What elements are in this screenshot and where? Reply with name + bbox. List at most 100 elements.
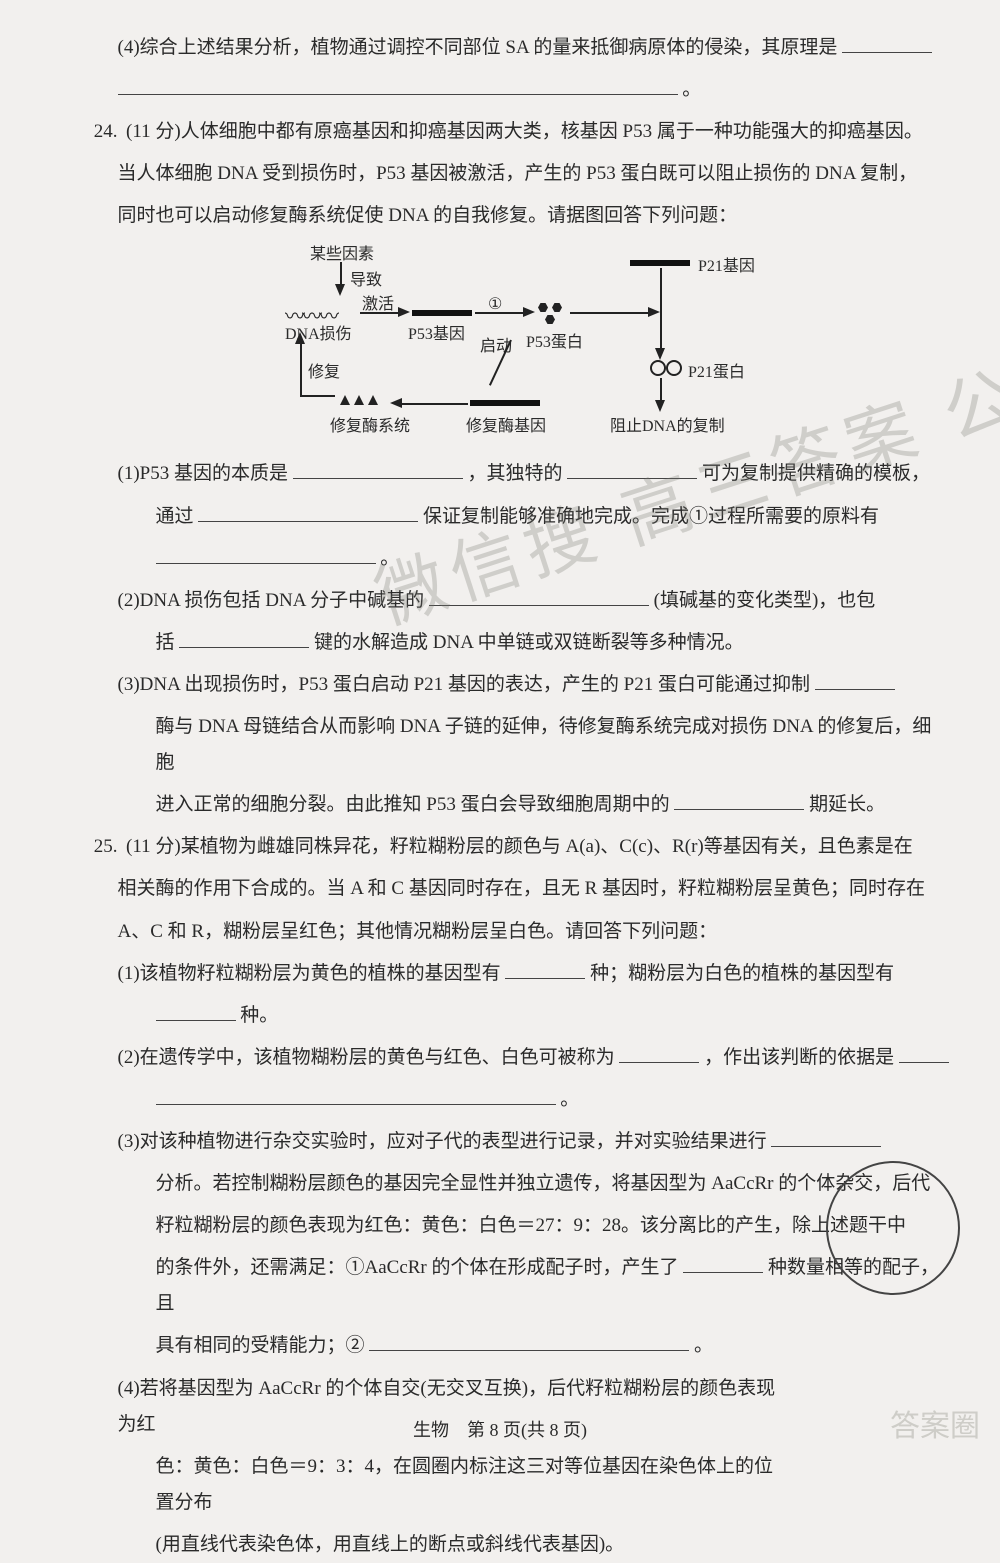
dia-line: [340, 262, 342, 284]
q24-1-line2: 通过 保证复制能够准确地完成。完成①过程所需要的原料有: [70, 499, 950, 535]
q25-2-line2: 。: [70, 1082, 950, 1118]
blank[interactable]: [156, 542, 376, 564]
q23-4-cont: 。: [70, 72, 950, 108]
q25: 25. (11 分)某植物为雌雄同株异花，籽粒糊粉层的颜色与 A(a)、C(c)…: [70, 829, 950, 865]
q24-1-d: 通过: [156, 506, 194, 527]
blank[interactable]: [619, 1041, 699, 1063]
q25-intro-a: (11 分)某植物为雌雄同株异花，籽粒糊粉层的颜色与 A(a)、C(c)、R(r…: [126, 836, 913, 857]
gene-bar-icon: [412, 310, 472, 316]
q24-3-line3: 进入正常的细胞分裂。由此推知 P53 蛋白会导致细胞周期中的 期延长。: [70, 787, 950, 823]
q24-3-d: 期延长。: [809, 794, 885, 815]
arrow-right-icon: [523, 307, 535, 317]
dia-l10: 修复酶基因: [466, 412, 546, 442]
q24-num: 24.: [53, 114, 121, 150]
q25-3: (3)对该种植物进行杂交实验时，应对子代的表型进行记录，并对实验结果进行: [70, 1124, 950, 1160]
blank[interactable]: [156, 1083, 556, 1105]
dia-l13: P21蛋白: [688, 358, 745, 388]
gene-bar-icon: [630, 260, 690, 266]
blank[interactable]: [118, 73, 678, 95]
blank[interactable]: [179, 626, 309, 648]
q24-3-c: 进入正常的细胞分裂。由此推知 P53 蛋白会导致细胞周期中的: [156, 794, 670, 815]
q24-2-d: 键的水解造成 DNA 中单链或双链断裂等多种情况。: [314, 632, 744, 653]
blank[interactable]: [899, 1041, 949, 1063]
q25-2-b: ，作出该判断的依据是: [704, 1047, 894, 1068]
q24-intro-c: 同时也可以启动修复酶系统促使 DNA 的自我修复。请据图回答下列问题：: [70, 198, 950, 234]
dia-l12: P21基因: [698, 252, 755, 282]
blank[interactable]: [156, 999, 236, 1021]
q25-3-f: 具有相同的受精能力；②: [156, 1335, 365, 1356]
arrow-right-icon: [648, 307, 660, 317]
protein-ring-icon: [666, 360, 682, 376]
answer-circle[interactable]: [826, 1161, 960, 1295]
arrow-left-icon: [390, 398, 402, 408]
blank[interactable]: [771, 1125, 881, 1147]
blank[interactable]: [505, 957, 585, 979]
protein-icon: [538, 302, 548, 312]
page-footer: 生物 第 8 页(共 8 页): [0, 1413, 1000, 1447]
q25-1-a: (1)该植物籽粒糊粉层为黄色的植株的基因型有: [118, 963, 501, 984]
protein-ring-icon: [650, 360, 666, 376]
dia-l5: P53基因: [408, 320, 465, 350]
q24-3: (3)DNA 出现损伤时，P53 蛋白启动 P21 基因的表达，产生的 P21 …: [70, 667, 950, 703]
arrow-right-icon: [398, 307, 410, 317]
dia-line: [300, 340, 302, 395]
dia-l4: 激活: [362, 290, 394, 320]
q25-3-b: 分析。若控制糊粉层颜色的基因完全显性并独立遗传，将基因型为 AaCcRr 的个体…: [70, 1166, 950, 1202]
dia-l6: ①: [488, 290, 502, 320]
dia-l11: 修复: [308, 358, 340, 388]
dia-line: [400, 403, 468, 405]
protein-icon: [545, 314, 555, 324]
q24-1: (1)P53 基因的本质是 ，其独特的 可为复制提供精确的模板，: [70, 456, 950, 492]
q24-intro-b: 当人体细胞 DNA 受到损伤时，P53 基因被激活，产生的 P53 蛋白既可以阻…: [70, 156, 950, 192]
q25-2: (2)在遗传学中，该植物糊粉层的黄色与红色、白色可被称为 ，作出该判断的依据是: [70, 1040, 950, 1076]
q24: 24. (11 分)人体细胞中都有原癌基因和抑癌基因两大类，核基因 P53 属于…: [70, 114, 950, 150]
q25-intro-c: A、C 和 R，糊粉层呈红色；其他情况糊粉层呈白色。请回答下列问题：: [70, 914, 950, 950]
q24-1-c: 可为复制提供精确的模板，: [702, 463, 930, 484]
q25-1-line2: 种。: [70, 998, 950, 1034]
blank[interactable]: [674, 788, 804, 810]
arrow-up-icon: [295, 332, 305, 344]
dia-line: [660, 268, 662, 348]
q25-3-line4: 的条件外，还需满足：①AaCcRr 的个体在形成配子时，产生了 种数量相等的配子…: [70, 1250, 950, 1322]
q24-2: (2)DNA 损伤包括 DNA 分子中碱基的 (填碱基的变化类型)，也包: [70, 583, 950, 619]
q24-3-b: 酶与 DNA 母链结合从而影响 DNA 子链的延伸，待修复酶系统完成对损伤 DN…: [70, 709, 950, 781]
q25-3-d: 的条件外，还需满足：①AaCcRr 的个体在形成配子时，产生了: [156, 1257, 679, 1278]
q25-1-c: 种。: [240, 1005, 278, 1026]
q25-4-c: (用直线代表染色体，用直线上的断点或斜线代表基因)。: [70, 1527, 950, 1563]
q25-2-a: (2)在遗传学中，该植物糊粉层的黄色与红色、白色可被称为: [118, 1047, 615, 1068]
dia-l14: 阻止DNA的复制: [610, 412, 725, 442]
q24-diagram: 某些因素 导致 〰〰〰 DNA损伤 激活 P53基因 ① P53蛋白 P21基因…: [230, 240, 780, 450]
blank[interactable]: [683, 1251, 763, 1273]
blank[interactable]: [567, 458, 697, 480]
arrow-down-icon: [655, 348, 665, 360]
q24-1-f: 。: [380, 548, 399, 569]
gene-bar-icon: [470, 400, 540, 406]
dia-line: [660, 378, 662, 400]
q23-4-text: (4)综合上述结果分析，植物通过调控不同部位 SA 的量来抵御病原体的侵染，其原…: [118, 37, 838, 58]
q24-3-a: (3)DNA 出现损伤时，P53 蛋白启动 P21 基因的表达，产生的 P21 …: [118, 674, 810, 695]
q25-3-c: 籽粒糊粉层的颜色表现为红色：黄色：白色＝27：9：28。该分离比的产生，除上述题…: [70, 1208, 950, 1244]
blank[interactable]: [293, 458, 463, 480]
blank[interactable]: [842, 31, 932, 53]
q24-1-b: ，其独特的: [467, 463, 562, 484]
blank[interactable]: [429, 584, 649, 606]
arrow-down-icon: [655, 400, 665, 412]
q25-3-g: 。: [694, 1335, 713, 1356]
q23-4: (4)综合上述结果分析，植物通过调控不同部位 SA 的量来抵御病原体的侵染，其原…: [70, 30, 950, 66]
q24-2-b: (填碱基的变化类型)，也包: [654, 590, 876, 611]
period: 。: [682, 79, 701, 100]
dia-line: [570, 312, 650, 314]
dia-l9: 修复酶系统: [330, 412, 410, 442]
blank[interactable]: [198, 500, 418, 522]
q25-4-b: 色：黄色：白色＝9：3：4，在圆圈内标注这三对等位基因在染色体上的位置分布: [70, 1449, 950, 1521]
enzyme-icon: [354, 395, 364, 405]
q25-num: 25.: [53, 829, 121, 865]
dia-l7: P53蛋白: [526, 328, 583, 358]
blank[interactable]: [815, 668, 895, 690]
q24-2-a: (2)DNA 损伤包括 DNA 分子中碱基的: [118, 590, 425, 611]
enzyme-icon: [340, 395, 350, 405]
blank[interactable]: [369, 1330, 689, 1352]
q25-3-line5: 具有相同的受精能力；② 。: [70, 1328, 950, 1364]
dia-line: [300, 395, 335, 397]
enzyme-icon: [368, 395, 378, 405]
